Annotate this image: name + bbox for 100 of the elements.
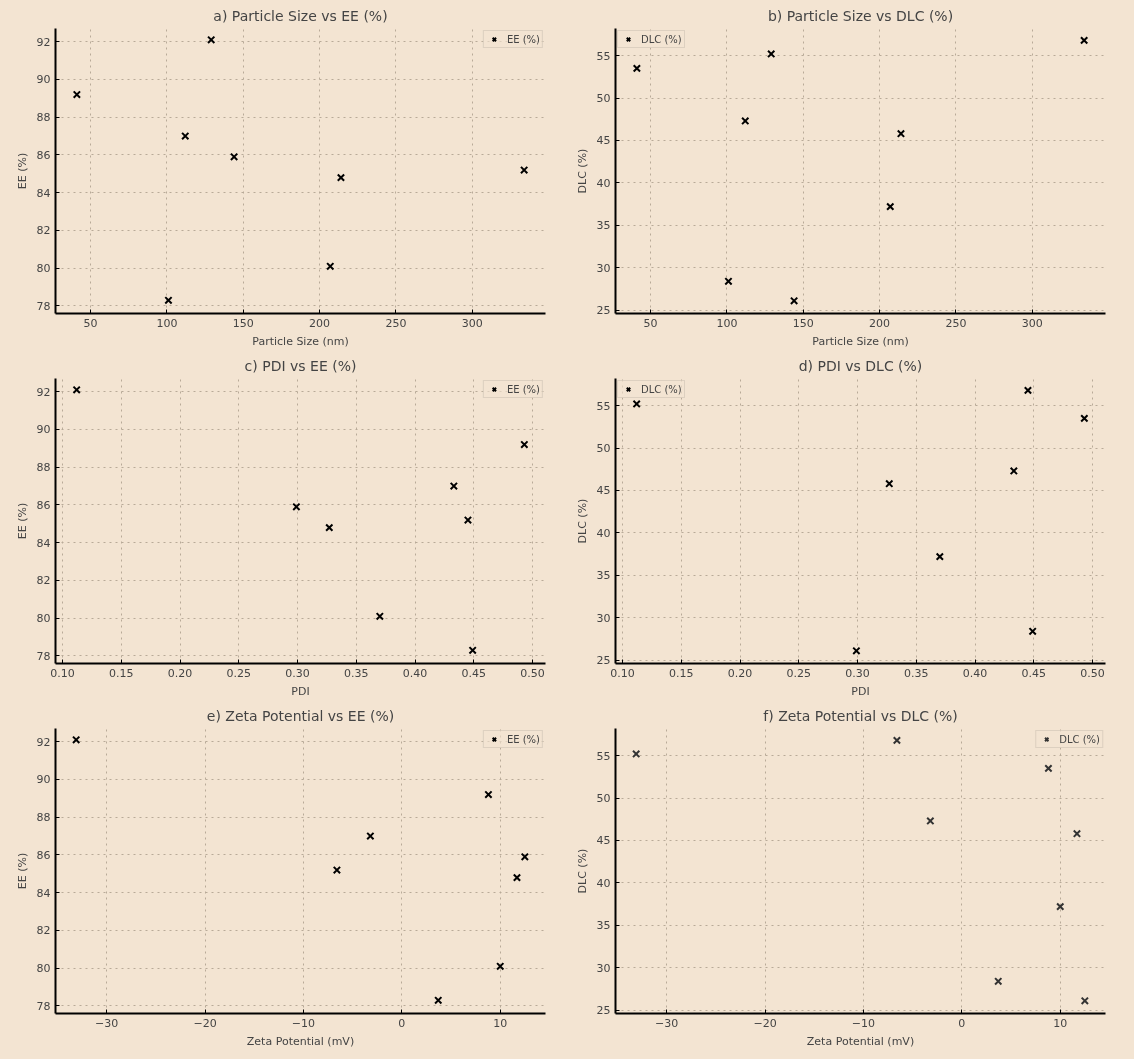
x-tick-label: 0.10 [50,666,75,680]
x-tick-label: 0.10 [610,666,635,680]
y-axis-title: EE (%) [15,502,29,540]
x-tick-label: 0.50 [1080,666,1105,680]
legend-label: DLC (%) [641,383,682,395]
x-axis-title: Particle Size (nm) [252,334,349,348]
x-tick-label: 100 [156,316,178,330]
y-tick-label: 82 [36,924,51,938]
y-tick-label: 25 [596,1004,611,1018]
x-tick-label: 250 [945,316,967,330]
y-tick-label: 40 [596,876,611,890]
y-tick-label: 92 [36,735,51,749]
x-tick-label: 0.40 [402,666,428,680]
x-tick-label: 0.50 [520,666,545,680]
x-tick-label: 0 [398,1016,406,1030]
y-axis-title: DLC (%) [575,848,589,894]
chart-title: e) Zeta Potential vs EE (%) [206,707,395,724]
y-tick-label: 80 [36,262,51,276]
y-tick-label: 90 [36,423,51,437]
legend-label: EE (%) [506,33,540,45]
legend-label: EE (%) [506,383,540,395]
x-tick-label: 0.15 [669,666,694,680]
x-tick-label: 0.15 [109,666,134,680]
x-tick-label: −20 [193,1016,217,1030]
x-tick-label: 0.45 [461,666,487,680]
x-tick-label: 0.30 [845,666,870,680]
x-tick-label: 0.40 [962,666,988,680]
y-tick-label: 55 [596,399,611,413]
x-tick-label: −30 [655,1016,679,1030]
x-tick-label: −10 [291,1016,316,1030]
x-tick-label: 200 [309,316,331,330]
x-tick-label: 10 [1053,1016,1068,1030]
y-axis-title: DLC (%) [575,148,589,194]
x-tick-label: 150 [792,316,814,330]
y-tick-label: 25 [596,304,611,318]
x-tick-label: 100 [716,316,738,330]
x-tick-label: 250 [385,316,407,330]
y-tick-label: 82 [36,574,51,588]
y-tick-label: 50 [596,92,611,106]
y-axis-title: EE (%) [15,852,29,890]
y-tick-label: 78 [36,999,51,1013]
x-tick-label: 0.25 [786,666,812,680]
y-tick-label: 88 [36,461,51,475]
y-tick-label: 92 [36,35,51,49]
x-tick-label: 300 [461,316,483,330]
y-tick-label: 80 [36,612,51,626]
x-tick-label: 0.30 [285,666,310,680]
y-tick-label: 45 [596,834,611,848]
legend-label: DLC (%) [1059,733,1100,745]
y-tick-label: 84 [36,536,51,550]
y-tick-label: 45 [596,134,611,148]
y-tick-label: 25 [596,654,611,668]
y-axis-title: EE (%) [15,152,29,190]
x-tick-label: 50 [643,316,658,330]
legend-label: DLC (%) [641,33,682,45]
y-tick-label: 45 [596,484,611,498]
y-tick-label: 35 [596,569,611,583]
x-tick-label: 200 [869,316,891,330]
y-tick-label: 78 [36,649,51,663]
y-tick-label: 90 [36,773,51,787]
x-tick-label: 0.45 [1021,666,1047,680]
x-axis-title: Particle Size (nm) [812,334,909,348]
y-axis-title: DLC (%) [575,498,589,544]
y-tick-label: 84 [36,886,51,900]
y-tick-label: 78 [36,299,51,313]
y-tick-label: 86 [36,498,51,512]
chart-title: c) PDI vs EE (%) [244,357,357,374]
x-tick-label: 0.35 [904,666,929,680]
x-axis-title: Zeta Potential (mV) [806,1034,915,1048]
x-tick-label: −20 [753,1016,777,1030]
x-tick-label: 50 [83,316,98,330]
y-tick-label: 40 [596,176,611,190]
y-tick-label: 30 [596,611,611,625]
x-tick-label: 0.35 [344,666,369,680]
x-tick-label: 10 [493,1016,508,1030]
y-tick-label: 35 [596,219,611,233]
x-tick-label: −10 [851,1016,876,1030]
y-tick-label: 30 [596,961,611,975]
x-tick-label: 300 [1021,316,1043,330]
y-tick-label: 92 [36,385,51,399]
y-tick-label: 55 [596,49,611,63]
y-tick-label: 84 [36,186,51,200]
chart-title: a) Particle Size vs EE (%) [213,7,388,24]
legend-label: EE (%) [506,733,540,745]
y-tick-label: 88 [36,111,51,125]
x-tick-label: −30 [95,1016,119,1030]
x-tick-label: 0.20 [167,666,193,680]
chart-title: b) Particle Size vs DLC (%) [767,7,954,24]
chart-title: d) PDI vs DLC (%) [798,357,923,374]
y-tick-label: 35 [596,919,611,933]
x-tick-label: 0 [958,1016,966,1030]
y-tick-label: 86 [36,848,51,862]
y-tick-label: 40 [596,526,611,540]
x-tick-label: 0.20 [727,666,753,680]
y-tick-label: 50 [596,442,611,456]
y-tick-label: 82 [36,224,51,238]
x-axis-title: PDI [851,684,870,698]
x-tick-label: 0.25 [226,666,252,680]
y-tick-label: 55 [596,749,611,763]
y-tick-label: 50 [596,792,611,806]
